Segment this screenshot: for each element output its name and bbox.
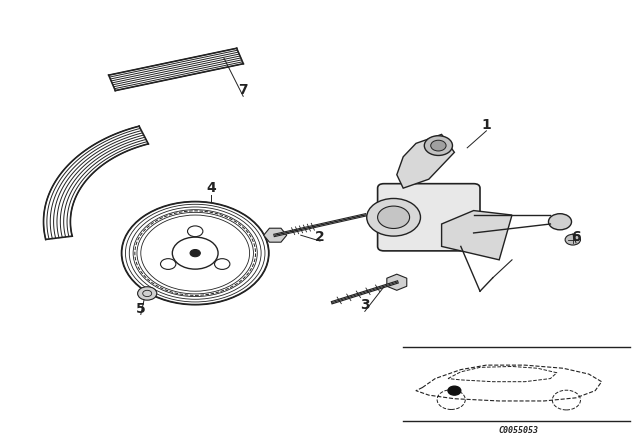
Text: 4: 4 (206, 181, 216, 195)
Text: 6: 6 (571, 230, 581, 245)
Text: 1: 1 (481, 118, 492, 133)
Polygon shape (442, 211, 512, 260)
Circle shape (565, 234, 580, 245)
Text: C0055053: C0055053 (499, 426, 538, 435)
Circle shape (378, 206, 410, 228)
Text: 3: 3 (360, 297, 370, 312)
FancyBboxPatch shape (378, 184, 480, 251)
Circle shape (190, 250, 200, 257)
Circle shape (431, 140, 446, 151)
Circle shape (367, 198, 420, 236)
Circle shape (138, 287, 157, 300)
Polygon shape (397, 134, 454, 188)
Text: 7: 7 (238, 82, 248, 97)
Text: 5: 5 (136, 302, 146, 316)
Polygon shape (387, 274, 407, 290)
Text: 2: 2 (315, 230, 325, 245)
Circle shape (448, 386, 461, 395)
Polygon shape (264, 228, 287, 242)
Circle shape (548, 214, 572, 230)
Circle shape (424, 136, 452, 155)
